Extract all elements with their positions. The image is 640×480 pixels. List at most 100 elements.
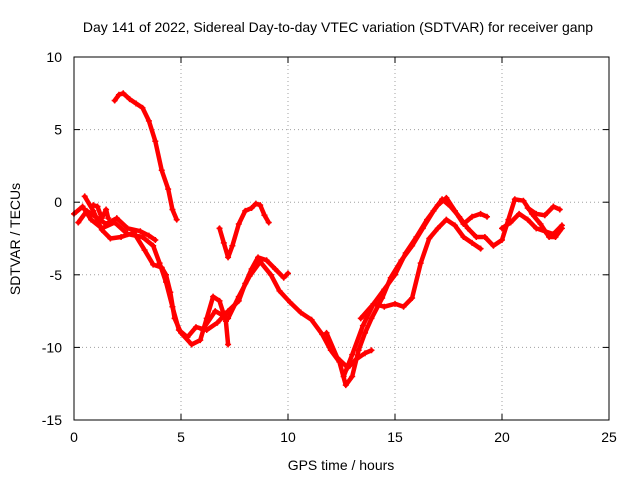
data-point [297,309,304,316]
data-point [443,194,450,201]
data-point [163,271,170,278]
data-point [235,220,242,227]
data-point [359,322,366,329]
data-point [473,234,480,241]
data-point [520,197,527,204]
data-point [499,225,505,232]
data-point [460,234,467,241]
grid [74,57,609,420]
data-point [469,213,476,220]
x-tick-label: 25 [601,429,617,445]
data-point [235,293,242,300]
data-point [524,216,531,223]
data-point [477,210,484,217]
data-point [370,300,377,307]
data-point [368,315,375,322]
data-point [165,186,172,193]
data-point [263,257,270,264]
data-point [216,225,223,232]
data-point [349,373,356,380]
data-point [541,212,548,219]
data-point [139,104,146,111]
data-point [477,245,484,252]
data-point [524,205,531,212]
y-tick-label: -15 [42,412,62,428]
data-point [362,329,369,336]
data-point [285,270,291,277]
data-point [308,316,315,323]
data-point [451,207,458,214]
data-point [490,242,497,249]
data-point [400,303,407,310]
data-point [98,215,105,222]
data-point [381,303,388,310]
data-point [541,228,548,235]
data-point [216,297,223,304]
series-line [341,195,490,379]
data-point [150,261,157,268]
data-point [214,319,221,326]
data-point [323,329,330,336]
x-tick-label: 0 [70,429,78,445]
data-point [152,236,159,243]
data-point [334,354,341,361]
data-point [124,225,131,232]
data-point [242,207,249,214]
data-point [257,258,264,265]
data-point [417,260,424,267]
data-point [257,202,264,209]
data-point [499,236,505,243]
data-point [550,203,557,210]
data-point [133,100,140,107]
data-point [98,226,105,233]
data-point [145,117,152,124]
series-line [112,91,179,222]
data-point [229,242,236,249]
series-line [525,204,563,218]
data-point [287,299,294,306]
data-point [272,265,279,272]
data-point [484,213,491,220]
data-point [225,341,232,348]
data-point [255,254,262,261]
data-point [392,300,398,307]
data-point [152,138,159,145]
data-point [178,329,184,336]
data-point [550,231,557,238]
data-point [511,196,518,203]
data-point [105,215,112,222]
data-point [126,96,133,103]
data-point [413,234,420,241]
data-point [90,207,97,214]
data-point [252,200,259,207]
y-tick-label: 10 [46,49,62,65]
data-point [481,234,488,241]
data-point [537,220,544,227]
data-point [225,315,232,322]
x-tick-label: 5 [177,429,185,445]
data-point [141,247,148,254]
data-point [88,216,95,223]
chart-title: Day 141 of 2022, Sidereal Day-to-day VTE… [83,19,593,35]
data-point [197,337,204,344]
data-point [246,273,253,280]
data-point [434,202,441,209]
data-point [169,206,176,213]
y-tick-label: -10 [42,339,62,355]
data-point [349,351,356,358]
data-point [118,234,125,241]
data-point [173,216,180,223]
data-point [145,232,152,239]
data-point [130,229,137,236]
data-point [546,234,553,241]
data-point [81,193,88,200]
series-line [217,201,271,260]
data-point [276,287,283,294]
data-point [111,97,118,104]
data-point [171,315,178,322]
data-point [558,222,565,229]
data-point [120,90,127,97]
data-point [342,382,349,389]
data-point [103,220,110,227]
data-point [192,324,199,331]
